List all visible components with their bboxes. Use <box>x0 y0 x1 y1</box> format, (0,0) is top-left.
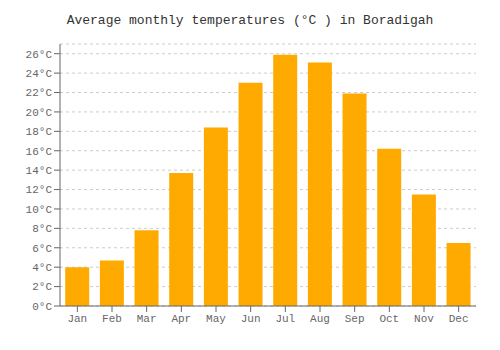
svg-text:22°C: 22°C <box>26 87 53 99</box>
svg-text:Jun: Jun <box>241 313 261 325</box>
svg-text:18°C: 18°C <box>26 126 53 138</box>
svg-text:20°C: 20°C <box>26 107 53 119</box>
svg-text:Oct: Oct <box>379 313 399 325</box>
svg-text:Jan: Jan <box>67 313 87 325</box>
svg-text:Sep: Sep <box>345 313 365 325</box>
svg-text:2°C: 2°C <box>32 281 52 293</box>
svg-text:16°C: 16°C <box>26 146 53 158</box>
svg-text:Aug: Aug <box>310 313 330 325</box>
svg-text:12°C: 12°C <box>26 184 53 196</box>
svg-text:Mar: Mar <box>137 313 157 325</box>
svg-text:10°C: 10°C <box>26 204 53 216</box>
svg-text:0°C: 0°C <box>32 301 52 313</box>
html-text:Average monthly temperatures (: Average monthly temperatures (°C ) in Bo… <box>66 13 434 28</box>
svg-text:Nov: Nov <box>414 313 434 325</box>
svg-text:6°C: 6°C <box>32 243 52 255</box>
svg-text:4°C: 4°C <box>32 262 52 274</box>
svg-text:24°C: 24°C <box>26 68 53 80</box>
svg-text:8°C: 8°C <box>32 223 52 235</box>
svg-text:Apr: Apr <box>171 313 191 325</box>
svg-text:Dec: Dec <box>449 313 469 325</box>
svg-text:26°C: 26°C <box>26 49 53 61</box>
svg-text:14°C: 14°C <box>26 165 53 177</box>
svg-text:May: May <box>206 313 226 325</box>
svg-text:Jul: Jul <box>275 313 295 325</box>
svg-text:Feb: Feb <box>102 313 122 325</box>
